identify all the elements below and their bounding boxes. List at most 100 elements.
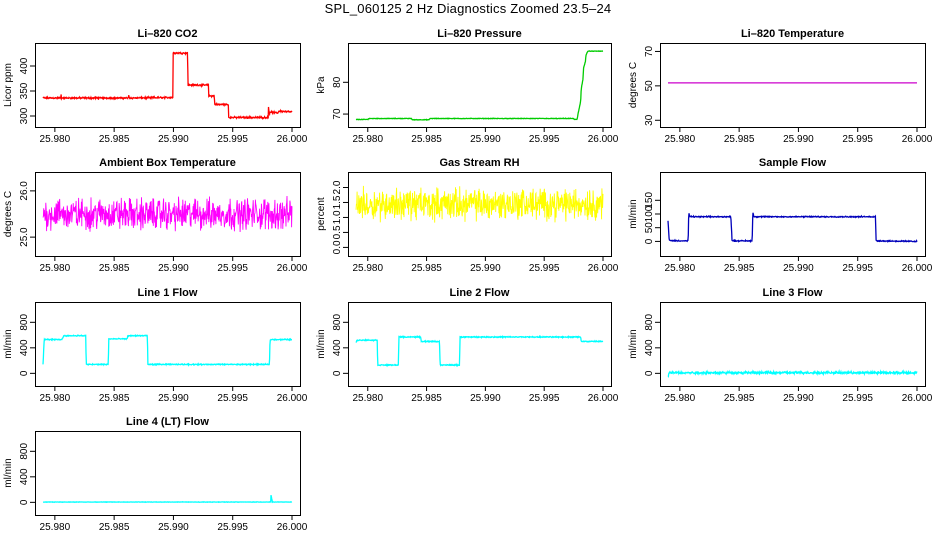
y-tick-label: 0	[19, 499, 30, 505]
x-tick-label: 25.980	[40, 263, 71, 274]
y-tick-label: 2.0	[332, 180, 343, 194]
x-tick-label: 25.995	[217, 134, 248, 145]
y-tick-label: 400	[19, 339, 30, 356]
y-axis-label: degrees C	[628, 62, 639, 108]
page-title: SPL_060125 2 Hz Diagnostics Zoomed 23.5–…	[324, 1, 612, 16]
y-tick-label: 50	[644, 80, 655, 92]
x-tick-label: 25.990	[158, 393, 189, 404]
chart-line4: Line 4 (LT) Flow 25.980 25.985 25.990 25.995…	[3, 416, 308, 533]
x-tick-label: 26.000	[588, 134, 619, 145]
y-tick-label: 25.0	[19, 227, 30, 247]
y-tick-label: 30	[644, 114, 655, 126]
y-tick-label: 350	[19, 82, 30, 99]
x-tick-label: 25.995	[529, 393, 560, 404]
chart-title: Li–820 Temperature	[741, 28, 844, 40]
chart-sampleflow: Sample Flow 25.980 25.985 25.990 25.995 26.00…	[628, 157, 933, 274]
x-tick-label: 25.980	[665, 263, 696, 274]
plot-frame	[348, 302, 612, 387]
plot-frame	[348, 43, 612, 128]
plot-frame	[660, 43, 926, 128]
x-tick-label: 25.990	[158, 263, 189, 274]
plot-frame	[35, 431, 301, 516]
series-line	[355, 50, 604, 121]
x-tick-label: 26.000	[588, 393, 619, 404]
x-tick-label: 25.995	[217, 393, 248, 404]
y-tick-label: 400	[644, 339, 655, 356]
x-tick-label: 25.990	[158, 134, 189, 145]
x-tick-label: 25.990	[783, 263, 814, 274]
y-tick-label: 0.5	[332, 225, 343, 239]
x-tick-label: 26.000	[277, 263, 308, 274]
chart-title: Sample Flow	[759, 157, 827, 169]
x-tick-label: 25.985	[99, 522, 130, 533]
x-tick-label: 25.995	[217, 522, 248, 533]
x-tick-label: 25.985	[411, 393, 442, 404]
y-axis-label: Licor ppm	[3, 63, 14, 107]
x-tick-label: 25.995	[529, 134, 560, 145]
y-tick-label: 800	[644, 314, 655, 331]
x-tick-label: 25.980	[352, 263, 383, 274]
x-tick-label: 25.980	[665, 134, 696, 145]
x-tick-label: 25.990	[783, 134, 814, 145]
chart-title: Line 4 (LT) Flow	[126, 416, 209, 428]
chart-ambient: Ambient Box Temperature 25.980 25.985 25.99…	[3, 157, 308, 274]
x-tick-label: 26.000	[902, 263, 933, 274]
plot-frame	[660, 302, 926, 387]
y-tick-label: 0	[19, 370, 30, 376]
x-tick-label: 26.000	[277, 134, 308, 145]
series-line	[42, 51, 293, 121]
y-tick-label: 800	[19, 314, 30, 331]
x-tick-label: 25.990	[470, 393, 501, 404]
chart-title: Ambient Box Temperature	[99, 157, 236, 169]
chart-title: Line 1 Flow	[138, 287, 198, 299]
y-tick-label: 100	[644, 205, 655, 222]
x-tick-label: 25.985	[99, 134, 130, 145]
y-tick-label: 400	[19, 468, 30, 485]
y-axis-label: percent	[316, 197, 327, 231]
x-tick-label: 26.000	[588, 263, 619, 274]
chart-title: Li–820 Pressure	[437, 28, 521, 40]
y-axis-label: ml/min	[3, 329, 14, 358]
series-line	[42, 195, 293, 233]
chart-title: Line 2 Flow	[450, 287, 510, 299]
x-tick-label: 26.000	[277, 522, 308, 533]
x-tick-label: 25.985	[724, 263, 755, 274]
y-tick-label: 800	[332, 314, 343, 331]
y-tick-label: 150	[644, 192, 655, 209]
x-tick-label: 26.000	[902, 393, 933, 404]
y-tick-label: 300	[19, 107, 30, 124]
chart-temperature: Li–820 Temperature 25.980 25.985 25.990 25.9…	[628, 28, 933, 145]
x-tick-label: 26.000	[277, 393, 308, 404]
chart-line1: Line 1 Flow 25.980 25.985 25.990 25.995 26.00…	[3, 287, 308, 404]
y-tick-label: 0	[644, 370, 655, 376]
y-axis-label: ml/min	[316, 329, 327, 358]
chart-co2: Li–820 CO2 25.980 25.985 25.990 25.995 26.000…	[3, 28, 308, 145]
x-tick-label: 25.995	[842, 134, 873, 145]
x-tick-label: 25.995	[842, 263, 873, 274]
y-tick-label: 50	[644, 222, 655, 234]
x-tick-label: 25.990	[470, 134, 501, 145]
x-tick-label: 25.980	[40, 134, 71, 145]
x-tick-label: 25.990	[158, 522, 189, 533]
plot-frame	[660, 172, 926, 257]
x-tick-label: 25.995	[217, 263, 248, 274]
chart-title: Li–820 CO2	[138, 28, 198, 40]
y-tick-label: 70	[644, 45, 655, 57]
x-tick-label: 25.985	[411, 134, 442, 145]
plot-frame	[348, 172, 612, 257]
chart-line3: Line 3 Flow 25.980 25.985 25.990 25.995 26.00…	[628, 287, 933, 404]
y-tick-label: 400	[332, 339, 343, 356]
x-tick-label: 25.995	[529, 263, 560, 274]
chart-title: Gas Stream RH	[439, 157, 519, 169]
series-line	[355, 334, 604, 368]
x-tick-label: 25.980	[665, 393, 696, 404]
x-tick-label: 25.980	[352, 134, 383, 145]
y-axis-label: kPa	[316, 76, 327, 94]
y-tick-label: 1.0	[332, 210, 343, 224]
series-line	[42, 334, 292, 367]
series-line	[667, 212, 918, 244]
series-line	[43, 495, 293, 504]
y-tick-label: 80	[332, 76, 343, 88]
y-axis-label: degrees C	[3, 191, 14, 237]
x-tick-label: 26.000	[902, 134, 933, 145]
